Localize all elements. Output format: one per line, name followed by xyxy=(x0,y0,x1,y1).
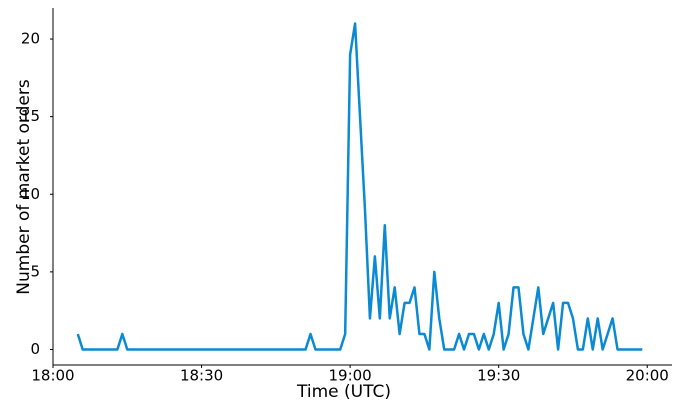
y-tick-label: 15 xyxy=(21,107,40,125)
x-tick-label: 20:00 xyxy=(626,367,669,385)
x-tick-label: 19:00 xyxy=(329,367,372,385)
y-tick-label: 20 xyxy=(21,30,40,48)
y-tick-label: 10 xyxy=(21,185,40,203)
x-tick-label: 19:30 xyxy=(477,367,520,385)
x-tick-label: 18:00 xyxy=(31,367,74,385)
x-axis-label: Time (UTC) xyxy=(296,382,391,402)
data-line xyxy=(76,22,643,351)
y-tick-label: 0 xyxy=(30,340,40,358)
y-axis-label: Number of market orders xyxy=(14,79,34,295)
y-tick-label: 5 xyxy=(30,262,40,280)
x-tick-label: 18:30 xyxy=(180,367,223,385)
